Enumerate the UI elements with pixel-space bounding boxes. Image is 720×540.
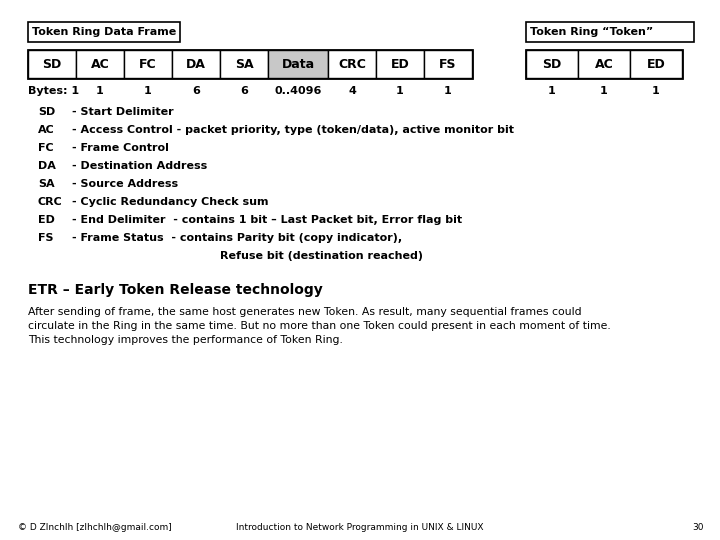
Text: SD: SD xyxy=(38,107,55,117)
Text: FC: FC xyxy=(38,143,53,153)
Text: ED: ED xyxy=(391,57,410,71)
Bar xyxy=(28,22,180,42)
Bar xyxy=(376,50,424,78)
Text: 1: 1 xyxy=(144,86,152,96)
Text: SA: SA xyxy=(38,179,55,189)
Text: 1: 1 xyxy=(444,86,452,96)
Text: After sending of frame, the same host generates new Token. As result, many seque: After sending of frame, the same host ge… xyxy=(28,307,582,317)
Text: SD: SD xyxy=(542,57,562,71)
Text: CRC: CRC xyxy=(338,57,366,71)
Bar xyxy=(424,50,472,78)
Text: - Start Delimiter: - Start Delimiter xyxy=(72,107,174,117)
Text: 30: 30 xyxy=(693,523,704,532)
Text: FS: FS xyxy=(38,233,53,243)
Text: Introduction to Network Programming in UNIX & LINUX: Introduction to Network Programming in U… xyxy=(236,523,484,532)
Text: Refuse bit (destination reached): Refuse bit (destination reached) xyxy=(220,251,423,261)
Bar xyxy=(220,50,268,78)
Text: 1: 1 xyxy=(96,86,104,96)
Bar xyxy=(526,50,682,78)
Bar xyxy=(578,50,630,78)
Text: 0..4096: 0..4096 xyxy=(274,86,322,96)
Bar xyxy=(630,50,682,78)
Bar xyxy=(28,50,76,78)
Text: - Frame Status  - contains Parity bit (copy indicator),: - Frame Status - contains Parity bit (co… xyxy=(72,233,402,243)
Text: CRC: CRC xyxy=(38,197,63,207)
Text: 1: 1 xyxy=(600,86,608,96)
Bar xyxy=(268,50,328,78)
Text: © D Zlnchlh [zlhchlh@gmail.com]: © D Zlnchlh [zlhchlh@gmail.com] xyxy=(18,523,172,532)
Text: FC: FC xyxy=(139,57,157,71)
Text: FS: FS xyxy=(439,57,456,71)
Text: Bytes: 1: Bytes: 1 xyxy=(28,86,79,96)
Text: SA: SA xyxy=(235,57,253,71)
Text: AC: AC xyxy=(91,57,109,71)
Text: Token Ring Data Frame: Token Ring Data Frame xyxy=(32,27,176,37)
Text: - Source Address: - Source Address xyxy=(72,179,178,189)
Text: SD: SD xyxy=(42,57,62,71)
Bar xyxy=(526,22,694,42)
Text: ED: ED xyxy=(647,57,665,71)
Bar xyxy=(76,50,124,78)
Bar xyxy=(328,50,376,78)
Text: 6: 6 xyxy=(240,86,248,96)
Text: DA: DA xyxy=(186,57,206,71)
Text: - Access Control - packet priority, type (token/data), active monitor bit: - Access Control - packet priority, type… xyxy=(72,125,514,135)
Text: ETR – Early Token Release technology: ETR – Early Token Release technology xyxy=(28,283,323,297)
Text: - Frame Control: - Frame Control xyxy=(72,143,169,153)
Text: circulate in the Ring in the same time. But no more than one Token could present: circulate in the Ring in the same time. … xyxy=(28,321,611,331)
Text: 1: 1 xyxy=(548,86,556,96)
Text: 1: 1 xyxy=(652,86,660,96)
Bar xyxy=(28,50,472,78)
Text: Data: Data xyxy=(282,57,315,71)
Text: 6: 6 xyxy=(192,86,200,96)
Text: 4: 4 xyxy=(348,86,356,96)
Text: ED: ED xyxy=(38,215,55,225)
Bar xyxy=(124,50,172,78)
Text: AC: AC xyxy=(595,57,613,71)
Text: - End Delimiter  - contains 1 bit – Last Packet bit, Error flag bit: - End Delimiter - contains 1 bit – Last … xyxy=(72,215,462,225)
Text: AC: AC xyxy=(38,125,55,135)
Text: Token Ring “Token”: Token Ring “Token” xyxy=(530,27,653,37)
Bar xyxy=(172,50,220,78)
Text: - Destination Address: - Destination Address xyxy=(72,161,207,171)
Text: 1: 1 xyxy=(396,86,404,96)
Text: - Cyclic Redundancy Check sum: - Cyclic Redundancy Check sum xyxy=(72,197,269,207)
Text: DA: DA xyxy=(38,161,56,171)
Bar xyxy=(526,50,578,78)
Text: This technology improves the performance of Token Ring.: This technology improves the performance… xyxy=(28,335,343,345)
